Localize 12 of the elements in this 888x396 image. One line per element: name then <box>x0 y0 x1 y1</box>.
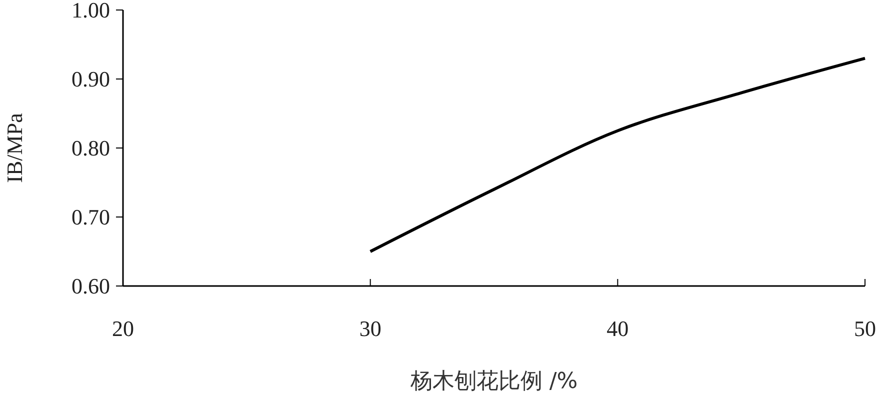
x-tick-label: 50 <box>854 316 876 341</box>
line-series <box>368 56 866 253</box>
y-tick-label: 0.90 <box>72 66 110 92</box>
y-axis-title: IB/MPa <box>2 112 27 183</box>
y-tick-label: 0.60 <box>72 274 110 299</box>
y-tick-label: 1.00 <box>72 0 110 23</box>
x-tick-label: 30 <box>359 316 382 341</box>
x-tick-label: 20 <box>112 316 134 341</box>
x-axis-title: 杨木刨花比例 /% <box>409 369 578 394</box>
y-tick-label: 0.70 <box>72 204 110 230</box>
y-tick-label: 0.80 <box>72 136 110 161</box>
x-tick-label: 40 <box>606 316 629 341</box>
